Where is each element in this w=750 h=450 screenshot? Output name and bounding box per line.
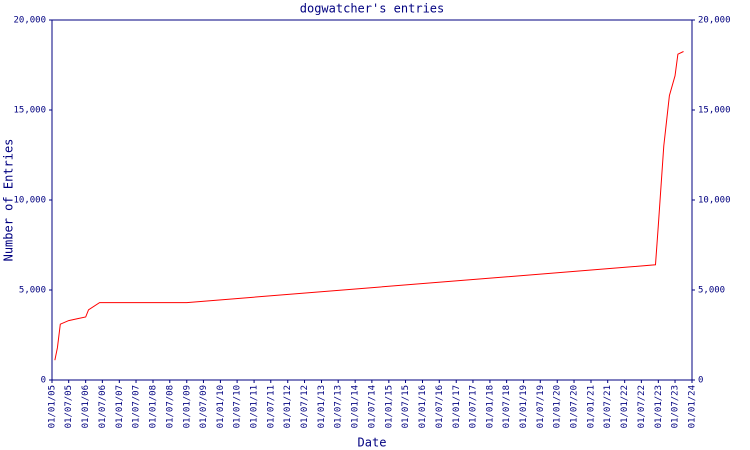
- x-tick-label: 01/07/18: [502, 385, 512, 428]
- x-tick-label: 01/07/05: [64, 385, 74, 428]
- y2-tick-label: 0: [698, 376, 703, 386]
- data-line: [54, 51, 684, 361]
- x-tick-label: 01/01/08: [148, 385, 158, 428]
- x-tick-label: 01/01/10: [216, 385, 226, 428]
- x-tick-label: 01/07/14: [367, 385, 377, 428]
- y-tick-label: 5,000: [19, 286, 46, 296]
- x-tick-label: 01/01/06: [81, 385, 91, 428]
- x-tick-label: 01/01/16: [418, 385, 428, 428]
- x-tick-label: 01/07/22: [637, 385, 647, 428]
- x-tick-label: 01/07/13: [334, 385, 344, 428]
- x-tick-label: 01/01/13: [317, 385, 327, 428]
- x-tick-label: 01/01/14: [351, 385, 361, 428]
- x-tick-label: 01/07/08: [165, 385, 175, 428]
- x-tick-label: 01/07/16: [435, 385, 445, 428]
- y-tick-label: 0: [41, 376, 46, 386]
- x-tick-label: 01/07/20: [570, 385, 580, 428]
- x-tick-label: 01/01/15: [384, 385, 394, 428]
- x-tick-label: 01/01/09: [182, 385, 192, 428]
- x-tick-label: 01/01/22: [620, 385, 630, 428]
- y-axis-title: Number of Entries: [2, 139, 16, 262]
- x-tick-label: 01/07/19: [536, 385, 546, 428]
- x-tick-label: 01/01/17: [452, 385, 462, 428]
- y2-tick-label: 10,000: [698, 196, 731, 206]
- x-tick-label: 01/07/10: [233, 385, 243, 428]
- x-tick-label: 01/01/07: [115, 385, 125, 428]
- x-tick-label: 01/01/24: [688, 385, 698, 428]
- x-tick-label: 01/07/12: [300, 385, 310, 428]
- x-tick-label: 01/07/23: [671, 385, 681, 428]
- x-tick-label: 01/01/11: [250, 385, 260, 428]
- x-tick-label: 01/01/23: [654, 385, 664, 428]
- x-tick-label: 01/07/07: [132, 385, 142, 428]
- y-tick-label: 15,000: [13, 106, 46, 116]
- x-tick-label: 01/07/06: [98, 385, 108, 428]
- x-tick-label: 01/07/21: [603, 385, 613, 428]
- x-tick-label: 01/01/20: [553, 385, 563, 428]
- plot-frame: [51, 19, 693, 381]
- x-tick-label: 01/01/18: [485, 385, 495, 428]
- x-tick-label: 01/01/19: [519, 385, 529, 428]
- x-tick-label: 01/07/09: [199, 385, 209, 428]
- x-tick-label: 01/07/11: [266, 385, 276, 428]
- chart-title: dogwatcher's entries: [300, 2, 445, 16]
- y-tick-label: 20,000: [13, 16, 46, 26]
- x-tick-label: 01/07/15: [401, 385, 411, 428]
- y2-tick-label: 15,000: [698, 106, 731, 116]
- x-tick-label: 01/01/05: [48, 385, 58, 428]
- x-tick-label: 01/01/12: [283, 385, 293, 428]
- x-axis-title: Date: [358, 436, 387, 450]
- y2-tick-label: 20,000: [698, 16, 731, 26]
- y2-tick-label: 5,000: [698, 286, 725, 296]
- y-tick-label: 10,000: [13, 196, 46, 206]
- x-tick-label: 01/07/17: [468, 385, 478, 428]
- x-tick-label: 01/01/21: [587, 385, 597, 428]
